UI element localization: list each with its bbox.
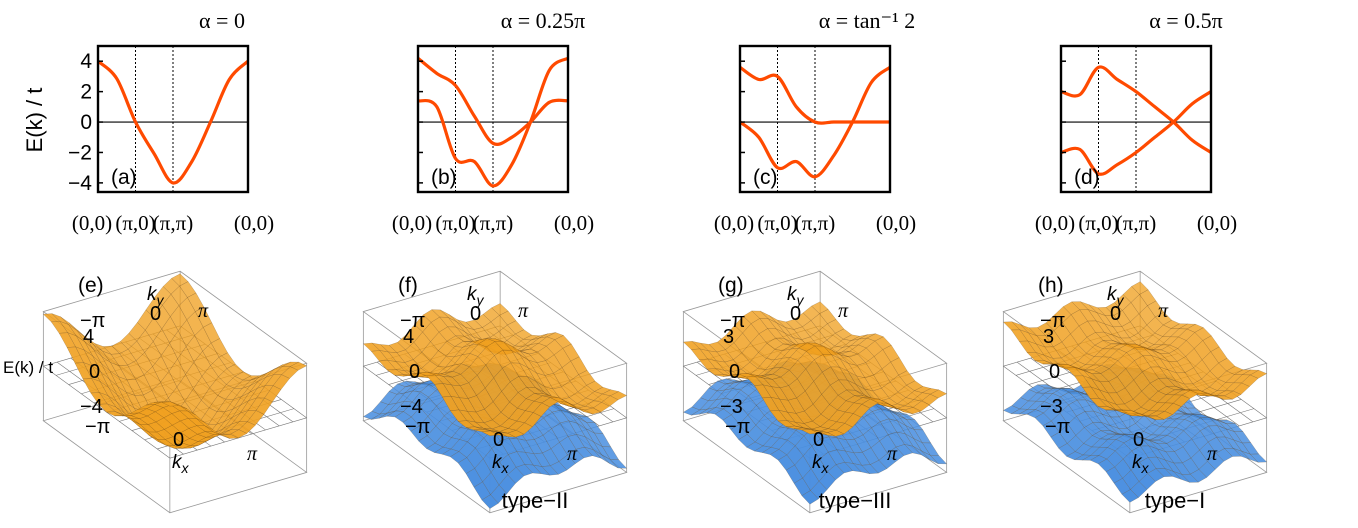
panel-label: (h)	[1038, 274, 1064, 297]
kx-tick-label: π	[887, 443, 898, 465]
ky-tick-label: π	[838, 300, 849, 322]
x-tick-label: (π,π)	[1116, 211, 1156, 235]
panel-label: (g)	[718, 274, 744, 297]
z-tick-label: −3	[1040, 396, 1063, 418]
ky-tick-label: π	[1158, 300, 1169, 322]
ky-tick-label: 0	[1110, 303, 1121, 325]
y-tick-label: 2	[80, 81, 92, 104]
x-tick-label: (π,π)	[795, 211, 835, 235]
panel-label: (f)	[398, 274, 418, 297]
z-tick-label: 4	[403, 326, 414, 348]
kx-tick-label: 0	[1133, 429, 1144, 451]
z-tick-label: 4	[83, 326, 94, 348]
band-series-1	[1061, 92, 1211, 175]
type-label: type−I	[1145, 488, 1206, 513]
kx-tick-label: −π	[1045, 416, 1070, 438]
ky-tick-label: 0	[150, 303, 161, 325]
z-tick-label: 0	[89, 361, 100, 383]
panel-label: (b)	[431, 166, 457, 189]
y-tick-label: −2	[68, 141, 92, 164]
panel-title: α = 0.25π	[501, 8, 586, 33]
kx-tick-label: −π	[85, 416, 110, 438]
panel-label: (d)	[1074, 166, 1100, 189]
type-label: type−II	[502, 488, 569, 513]
x-tick-label: (π,0)	[757, 211, 797, 235]
band-plot-0: α = 0(a)(0,0)(π,0)(π,π)(0,0)	[72, 8, 274, 235]
panel-label: (a)	[111, 166, 137, 189]
x-tick-label: (0,0)	[714, 211, 754, 235]
kx-tick-label: 0	[493, 429, 504, 451]
type-label: type−III	[819, 488, 892, 513]
z-tick-label: −3	[720, 396, 743, 418]
z-tick-label: 0	[409, 361, 420, 383]
kx-tick-label: π	[247, 443, 258, 465]
ky-tick-label: π	[518, 300, 529, 322]
z-tick-label: 3	[1043, 326, 1054, 348]
z-tick-label: 0	[1049, 361, 1060, 383]
band-plot-3: α = 0.5π(d)(0,0)(π,0)(π,π)(0,0)	[1035, 8, 1237, 235]
z-tick-label: 0	[729, 361, 740, 383]
ky-tick-label: 0	[470, 303, 481, 325]
x-tick-label: (0,0)	[72, 211, 112, 235]
x-tick-label: (π,0)	[435, 211, 475, 235]
panel-label: (c)	[753, 166, 778, 189]
x-tick-label: (π,π)	[153, 211, 193, 235]
x-tick-label: (0,0)	[876, 211, 916, 235]
panel-title: α = 0.5π	[1149, 8, 1223, 33]
z-tick-label: −4	[80, 396, 103, 418]
z-tick-label: 3	[723, 326, 734, 348]
panel-label: (e)	[78, 274, 104, 297]
x-tick-label: (0,0)	[554, 211, 594, 235]
y-tick-label: −4	[68, 172, 92, 195]
kx-tick-label: π	[1207, 443, 1218, 465]
band-plot-1: α = 0.25π(b)(0,0)(π,0)(π,π)(0,0)	[392, 8, 594, 235]
kx-axis-sub: x	[181, 460, 190, 476]
kx-tick-label: π	[567, 443, 578, 465]
y-tick-label: 0	[80, 111, 92, 134]
kx-axis-sub: x	[501, 460, 510, 476]
kx-tick-label: −π	[405, 416, 430, 438]
y-axis-label: E(k) / t	[22, 88, 47, 153]
panel-title: α = 0	[199, 8, 245, 33]
band-plots: α = 0(a)(0,0)(π,0)(π,π)(0,0)α = 0.25π(b)…	[22, 8, 1237, 235]
x-tick-label: (π,0)	[115, 211, 155, 235]
kx-axis-sub: x	[1141, 460, 1150, 476]
x-tick-label: (π,0)	[1078, 211, 1118, 235]
surface-axis-label: E(k) / t	[3, 358, 53, 377]
kx-axis-sub: x	[821, 460, 830, 476]
x-tick-label: (0,0)	[234, 211, 274, 235]
kx-tick-label: −π	[725, 416, 750, 438]
kx-tick-label: 0	[173, 429, 184, 451]
x-tick-label: (0,0)	[1197, 211, 1237, 235]
panel-title: α = tan⁻¹ 2	[819, 8, 916, 33]
kx-axis-label: kx	[172, 452, 190, 476]
y-tick-label: 4	[80, 50, 92, 73]
x-tick-label: (π,π)	[473, 211, 513, 235]
band-plot-2: α = tan⁻¹ 2(c)(0,0)(π,0)(π,π)(0,0)	[714, 8, 916, 235]
ky-tick-label: 0	[790, 303, 801, 325]
x-tick-label: (0,0)	[1035, 211, 1075, 235]
ky-tick-label: π	[198, 300, 209, 322]
x-tick-label: (0,0)	[392, 211, 432, 235]
kx-tick-label: 0	[813, 429, 824, 451]
z-tick-label: −4	[400, 396, 423, 418]
